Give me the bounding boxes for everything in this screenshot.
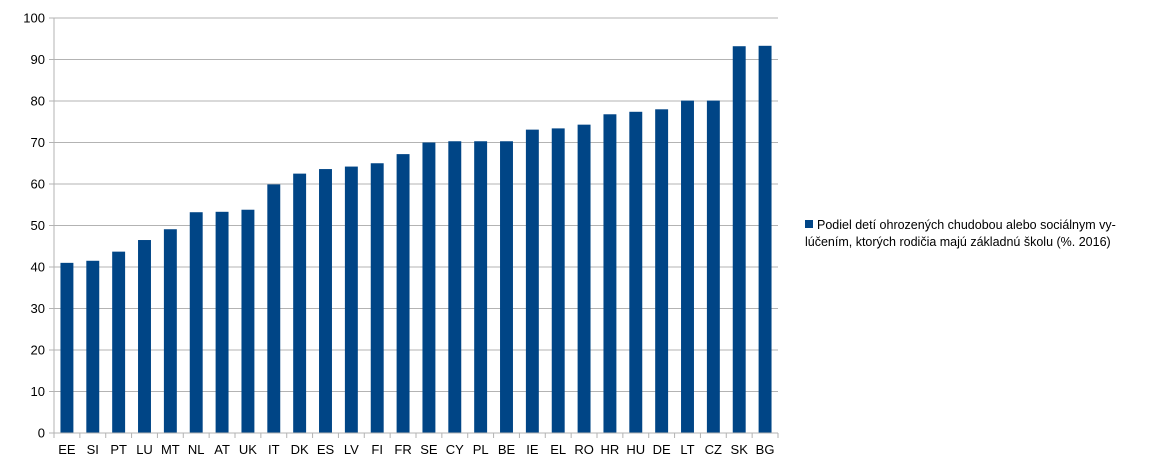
bar-it xyxy=(267,184,281,433)
bars xyxy=(60,45,772,434)
bar-cy xyxy=(448,141,462,433)
bar-lv xyxy=(344,166,358,433)
x-tick-label: CZ xyxy=(705,442,722,457)
bar-uk xyxy=(241,209,255,433)
x-tick-label: EE xyxy=(58,442,76,457)
bar-pl xyxy=(474,141,488,433)
gridlines xyxy=(49,17,778,434)
x-tick-label: PT xyxy=(110,442,127,457)
x-tick-label: CY xyxy=(446,442,464,457)
x-tick-label: IT xyxy=(268,442,280,457)
x-tick-label: ES xyxy=(317,442,335,457)
x-tick-label: UK xyxy=(239,442,257,457)
bar-se xyxy=(422,142,436,433)
y-tick-label: 40 xyxy=(31,260,45,275)
x-tick-label: FR xyxy=(394,442,411,457)
bar-hu xyxy=(629,111,643,433)
y-tick-label: 10 xyxy=(31,384,45,399)
x-axis-tick-labels: EE SI PT LU MT NL AT UK IT DK ES LV FI FR SE CY PL BE IE EL… xyxy=(53,433,779,457)
bar-hr xyxy=(603,114,617,433)
bar-lu xyxy=(138,240,151,433)
bar-es xyxy=(319,169,332,433)
y-tick-label: 80 xyxy=(31,94,45,109)
y-tick-label: 50 xyxy=(31,218,45,233)
y-tick-label: 0 xyxy=(38,426,45,441)
x-tick-label: SE xyxy=(420,442,438,457)
bar-mt xyxy=(163,229,177,433)
y-tick-label: 60 xyxy=(31,177,45,192)
x-tick-label: NL xyxy=(188,442,205,457)
y-tick-label: 90 xyxy=(31,52,45,67)
x-tick-label: FI xyxy=(371,442,383,457)
x-tick-label: LU xyxy=(136,442,153,457)
x-tick-label: LT xyxy=(680,442,694,457)
y-tick-label: 30 xyxy=(31,301,45,316)
legend: Podiel detí ohrozených chudobou alebo so… xyxy=(805,217,1150,251)
legend-label-line2: lúčením, ktorých rodičia majú základnú š… xyxy=(805,235,1111,249)
x-tick-label: RO xyxy=(574,442,594,457)
bar-ee xyxy=(60,262,74,433)
bar-fi xyxy=(370,163,384,433)
y-tick-label: 70 xyxy=(31,135,45,150)
x-tick-label: SK xyxy=(731,442,749,457)
bar-lt xyxy=(681,100,694,434)
x-tick-label: DK xyxy=(291,442,309,457)
bar-el xyxy=(551,128,565,433)
legend-swatch xyxy=(805,220,813,228)
x-tick-label: DE xyxy=(653,442,671,457)
bar-dk xyxy=(293,173,307,433)
bar-pt xyxy=(112,251,126,433)
x-tick-label: BG xyxy=(756,442,775,457)
bar-nl xyxy=(189,212,203,433)
x-tick-label: IE xyxy=(526,442,539,457)
x-tick-label: EL xyxy=(550,442,566,457)
bar-cz xyxy=(706,100,720,434)
bar-de xyxy=(655,109,669,434)
bar-be xyxy=(500,141,513,433)
x-tick-label: HU xyxy=(626,442,645,457)
x-tick-label: BE xyxy=(498,442,516,457)
y-tick-label: 20 xyxy=(31,343,45,358)
x-tick-label: PL xyxy=(473,442,489,457)
bar-si xyxy=(86,260,100,433)
y-tick-label: 100 xyxy=(23,11,45,26)
x-tick-label: SI xyxy=(87,442,99,457)
bar-sk xyxy=(732,46,746,433)
bar-fr xyxy=(396,154,410,433)
legend-label-line1: Podiel detí ohrozených chudobou alebo so… xyxy=(817,218,1116,232)
x-tick-label: LV xyxy=(344,442,359,457)
x-tick-label: AT xyxy=(214,442,230,457)
bar-bg xyxy=(758,45,772,434)
x-tick-label: MT xyxy=(161,442,180,457)
bar-ie xyxy=(525,129,539,433)
bar-ro xyxy=(577,124,591,433)
x-tick-label: HR xyxy=(601,442,620,457)
y-axis-tick-labels: 0 10 20 30 40 50 60 70 80 90 100 xyxy=(23,11,45,441)
bar-at xyxy=(215,211,229,433)
